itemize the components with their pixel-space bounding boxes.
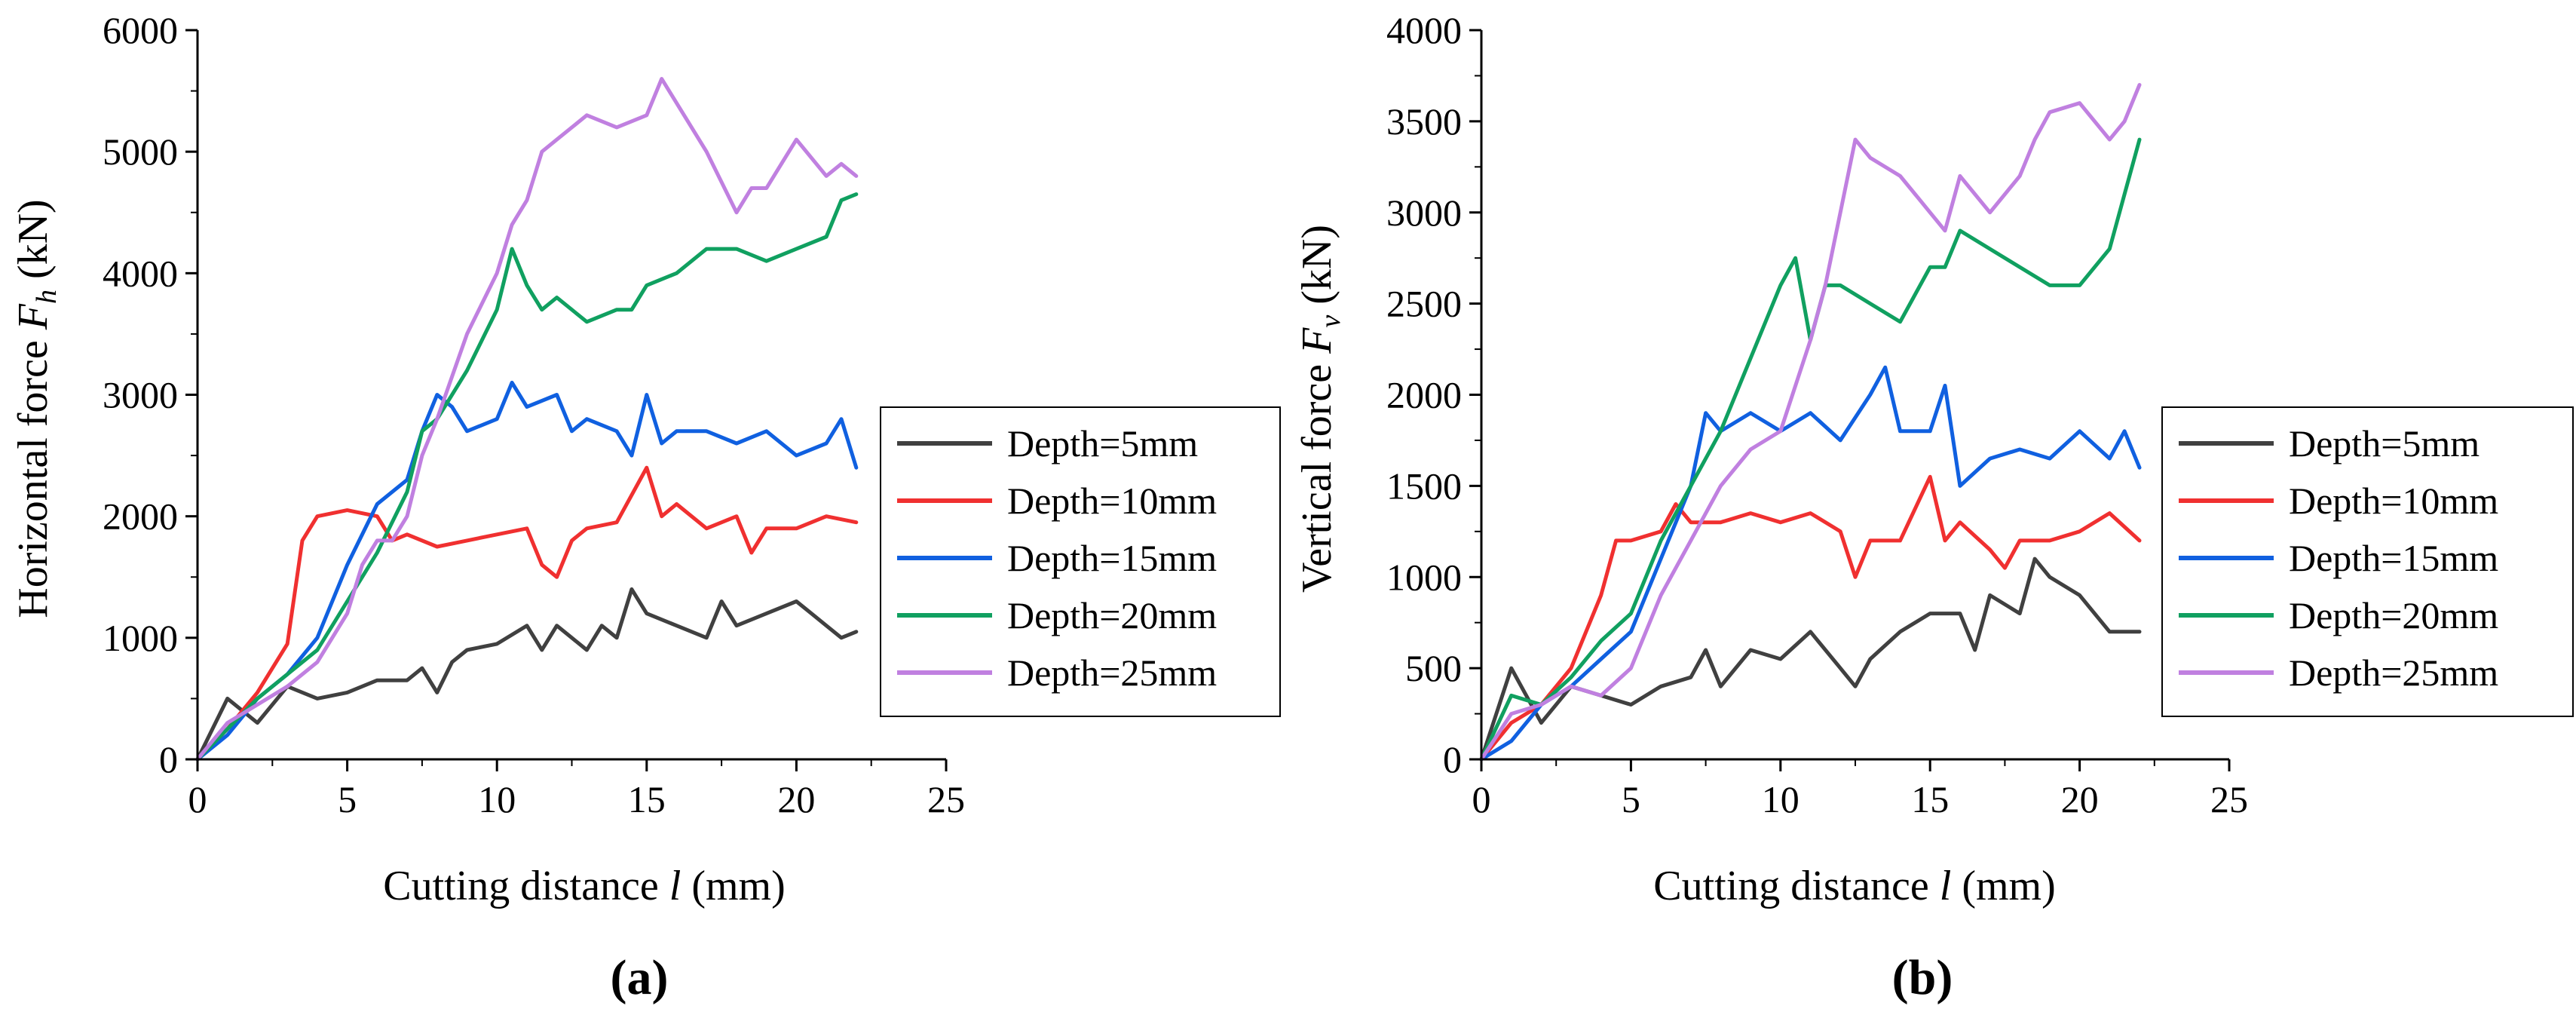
legend-label: Depth=20mm bbox=[1007, 594, 1217, 636]
legend-box bbox=[2161, 406, 2574, 717]
chart-panel-a: 0 5 10 15 20 25 0 1000 2000 3000 4000 5000 6000 Cutt… bbox=[10, 9, 1281, 1005]
legend: Depth=5mm Depth=10mm Depth=15mm Depth=20mm D… bbox=[2161, 406, 2574, 717]
x-axis-title: Cutting distance l (mm) bbox=[1653, 863, 2056, 909]
x-tick-label: 15 bbox=[1911, 778, 1949, 820]
x-tick-label: 10 bbox=[1762, 778, 1800, 820]
legend: Depth=5mm Depth=10mm Depth=15mm Depth=20mm D… bbox=[880, 406, 1281, 717]
series-line-depth-25mm bbox=[195, 77, 859, 762]
x-tick-label: 5 bbox=[1622, 778, 1640, 820]
x-tick-label: 0 bbox=[1472, 778, 1491, 820]
y-axis-title: Vertical force Fv (kN) bbox=[1294, 225, 1346, 593]
y-tick-label: 2500 bbox=[1386, 283, 1462, 325]
plot-area: 0 5 10 15 20 25 0 1000 2000 3000 4000 5000 6000 bbox=[103, 9, 965, 820]
legend-label: Depth=5mm bbox=[2289, 422, 2480, 464]
x-tick-label: 20 bbox=[777, 778, 815, 820]
legend-label: Depth=25mm bbox=[1007, 651, 1217, 694]
x-tick-label: 5 bbox=[338, 778, 357, 820]
series-line-depth-5mm bbox=[195, 587, 859, 762]
legend-label: Depth=5mm bbox=[1007, 422, 1198, 464]
x-tick-label: 0 bbox=[188, 778, 207, 820]
y-tick-label: 3000 bbox=[103, 374, 178, 416]
y-tick-label: 2000 bbox=[103, 495, 178, 538]
x-tick-label: 25 bbox=[2210, 778, 2248, 820]
legend-label: Depth=25mm bbox=[2289, 651, 2498, 694]
y-tick-label: 6000 bbox=[103, 9, 178, 51]
series-line-depth-15mm bbox=[1479, 365, 2142, 762]
x-tick-label: 20 bbox=[2061, 778, 2099, 820]
legend-box bbox=[880, 406, 1281, 717]
series-line-depth-15mm bbox=[195, 380, 859, 762]
y-tick-label: 500 bbox=[1405, 647, 1462, 689]
series-line-depth-10mm bbox=[195, 465, 859, 762]
series-line-depth-10mm bbox=[1479, 474, 2142, 762]
y-tick-label: 1500 bbox=[1386, 464, 1462, 507]
y-tick-label: 1000 bbox=[1386, 556, 1462, 598]
y-tick-label: 1000 bbox=[103, 617, 178, 659]
series-line-depth-25mm bbox=[1479, 83, 2142, 762]
panel-label-b: (b) bbox=[1892, 950, 1953, 1005]
y-tick-label: 0 bbox=[1443, 738, 1462, 780]
series-line-depth-5mm bbox=[1479, 556, 2142, 762]
y-tick-label: 4000 bbox=[1386, 9, 1462, 51]
y-tick-label: 4000 bbox=[103, 252, 178, 294]
y-tick-label: 5000 bbox=[103, 130, 178, 173]
x-tick-label: 10 bbox=[478, 778, 516, 820]
legend-label: Depth=10mm bbox=[2289, 480, 2498, 522]
y-tick-label: 3000 bbox=[1386, 192, 1462, 234]
plot-area: 0 5 10 15 20 25 0 500 1000 1500 2000 2500 3000 3500 40… bbox=[1386, 9, 2248, 820]
y-tick-label: 2000 bbox=[1386, 374, 1462, 416]
y-axis-title: Horizontal force Fh (kN) bbox=[10, 199, 63, 618]
panel-label-a: (a) bbox=[611, 950, 669, 1005]
y-tick-label: 0 bbox=[159, 738, 178, 780]
legend-label: Depth=10mm bbox=[1007, 480, 1217, 522]
x-axis-title: Cutting distance l (mm) bbox=[383, 863, 786, 909]
chart-panel-b: 0 5 10 15 20 25 0 500 1000 1500 2000 2500 3000 3500 40… bbox=[1294, 9, 2574, 1005]
legend-label: Depth=20mm bbox=[2289, 594, 2498, 636]
legend-label: Depth=15mm bbox=[2289, 537, 2498, 579]
x-tick-label: 25 bbox=[927, 778, 965, 820]
legend-label: Depth=15mm bbox=[1007, 537, 1217, 579]
x-tick-label: 15 bbox=[628, 778, 666, 820]
y-tick-label: 3500 bbox=[1386, 100, 1462, 143]
series-line-depth-20mm bbox=[195, 192, 859, 762]
series-line-depth-20mm bbox=[1479, 137, 2142, 762]
